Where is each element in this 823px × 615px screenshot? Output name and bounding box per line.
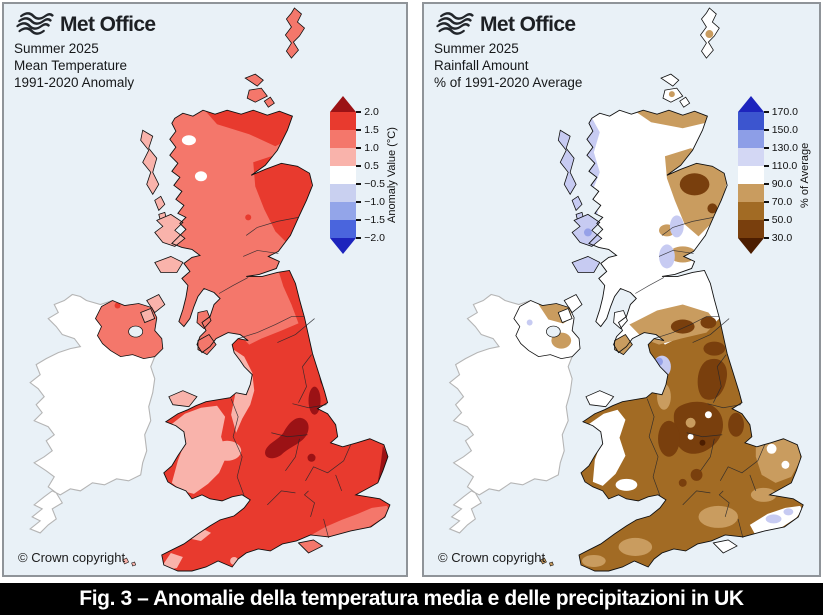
tick-mark [763, 129, 769, 131]
tick-mark [763, 183, 769, 185]
map-title-line: Summer 2025 [434, 41, 519, 56]
temperature-anomaly-map [29, 7, 391, 572]
tick-mark [356, 219, 362, 221]
map-title-line: % of 1991-2020 Average [434, 75, 583, 90]
shetland [284, 7, 305, 59]
colorbar-tick: 130.0 [763, 139, 798, 157]
map-header: Met Office Summer 2025 Mean Temperature 19… [14, 12, 156, 91]
colorbar-axis-label: % of Average [799, 142, 811, 208]
colorbar-tick: 50.0 [763, 211, 798, 229]
colorbar-tick: 2.0 [356, 103, 385, 121]
map-title-line: 1991-2020 Anomaly [14, 75, 135, 90]
tick-mark [356, 237, 362, 239]
rainfall-map [449, 7, 804, 572]
tick-mark [356, 147, 362, 149]
map-title-line: Mean Temperature [14, 58, 128, 73]
tick-mark [356, 129, 362, 131]
lough-neagh [128, 325, 144, 338]
colorbar-tick: 110.0 [763, 157, 798, 175]
tick-mark [763, 147, 769, 149]
colorbar-tick: 70.0 [763, 193, 798, 211]
colorbar-tick: 170.0 [763, 103, 798, 121]
map-title-line: Rainfall Amount [434, 58, 529, 73]
colorbar-tick: 0.5 [356, 157, 385, 175]
colorbar-swatches [737, 96, 764, 254]
colorbar-ticks: 170.0 150.0 130.0 110.0 90.0 70.0 50.0 30.0 [763, 103, 798, 247]
rainfall-colorbar: 170.0 150.0 130.0 110.0 90.0 70.0 50.0 30.0 % o… [737, 96, 811, 254]
colorbar-tick: 30.0 [763, 229, 798, 247]
colorbar-tick: 1.5 [356, 121, 385, 139]
colorbar-tick: 1.0 [356, 139, 385, 157]
colorbar-axis-label: Anomaly Value (°C) [386, 127, 398, 223]
met-office-waves-icon [436, 12, 474, 35]
tick-mark [763, 219, 769, 221]
colorbar-arrow-down [330, 238, 357, 254]
tick-mark [763, 111, 769, 113]
logo-wordmark: Met Office [480, 13, 576, 36]
met-office-waves-icon [16, 12, 54, 35]
temperature-colorbar: 2.0 1.5 1.0 0.5 −0.5 −1.0 −1.5 −2.0 Anomaly Val… [330, 96, 398, 254]
colorbar-tick: −2.0 [356, 229, 385, 247]
logo-wordmark: Met Office [60, 13, 156, 36]
colorbar-tick: −1.0 [356, 193, 385, 211]
tick-mark [356, 165, 362, 167]
colorbar-tick: 150.0 [763, 121, 798, 139]
map-header: Met Office Summer 2025 Rainfall Amount % o… [434, 12, 582, 91]
colorbar-tick: 90.0 [763, 175, 798, 193]
figure-caption: Fig. 3 – Anomalie della temperatura medi… [79, 587, 744, 610]
tick-mark [356, 111, 362, 113]
temperature-panel: Met Office Summer 2025 Mean Temperature 19… [2, 2, 408, 577]
lough-neagh [546, 325, 561, 338]
colorbar-ticks: 2.0 1.5 1.0 0.5 −0.5 −1.0 −1.5 −2.0 [356, 103, 385, 247]
tick-mark [356, 201, 362, 203]
figure-caption-bar: Fig. 3 – Anomalie della temperatura medi… [0, 583, 823, 615]
colorbar-arrow-down [737, 238, 764, 254]
tick-mark [763, 201, 769, 203]
colorbar-tick: −0.5 [356, 175, 385, 193]
map-title-line: Summer 2025 [14, 41, 99, 56]
colorbar-swatches [330, 96, 357, 254]
copyright-notice: © Crown copyright [438, 550, 546, 565]
tick-mark [356, 183, 362, 185]
copyright-notice: © Crown copyright [18, 550, 126, 565]
colorbar-tick: −1.5 [356, 211, 385, 229]
colorbar-arrow-up [330, 96, 357, 112]
met-office-logo: Met Office [14, 12, 156, 38]
colorbar-arrow-up [737, 96, 764, 112]
tick-mark [763, 165, 769, 167]
met-office-logo: Met Office [434, 12, 582, 38]
tick-mark [763, 237, 769, 239]
rainfall-panel: Met Office Summer 2025 Rainfall Amount % o… [422, 2, 821, 577]
